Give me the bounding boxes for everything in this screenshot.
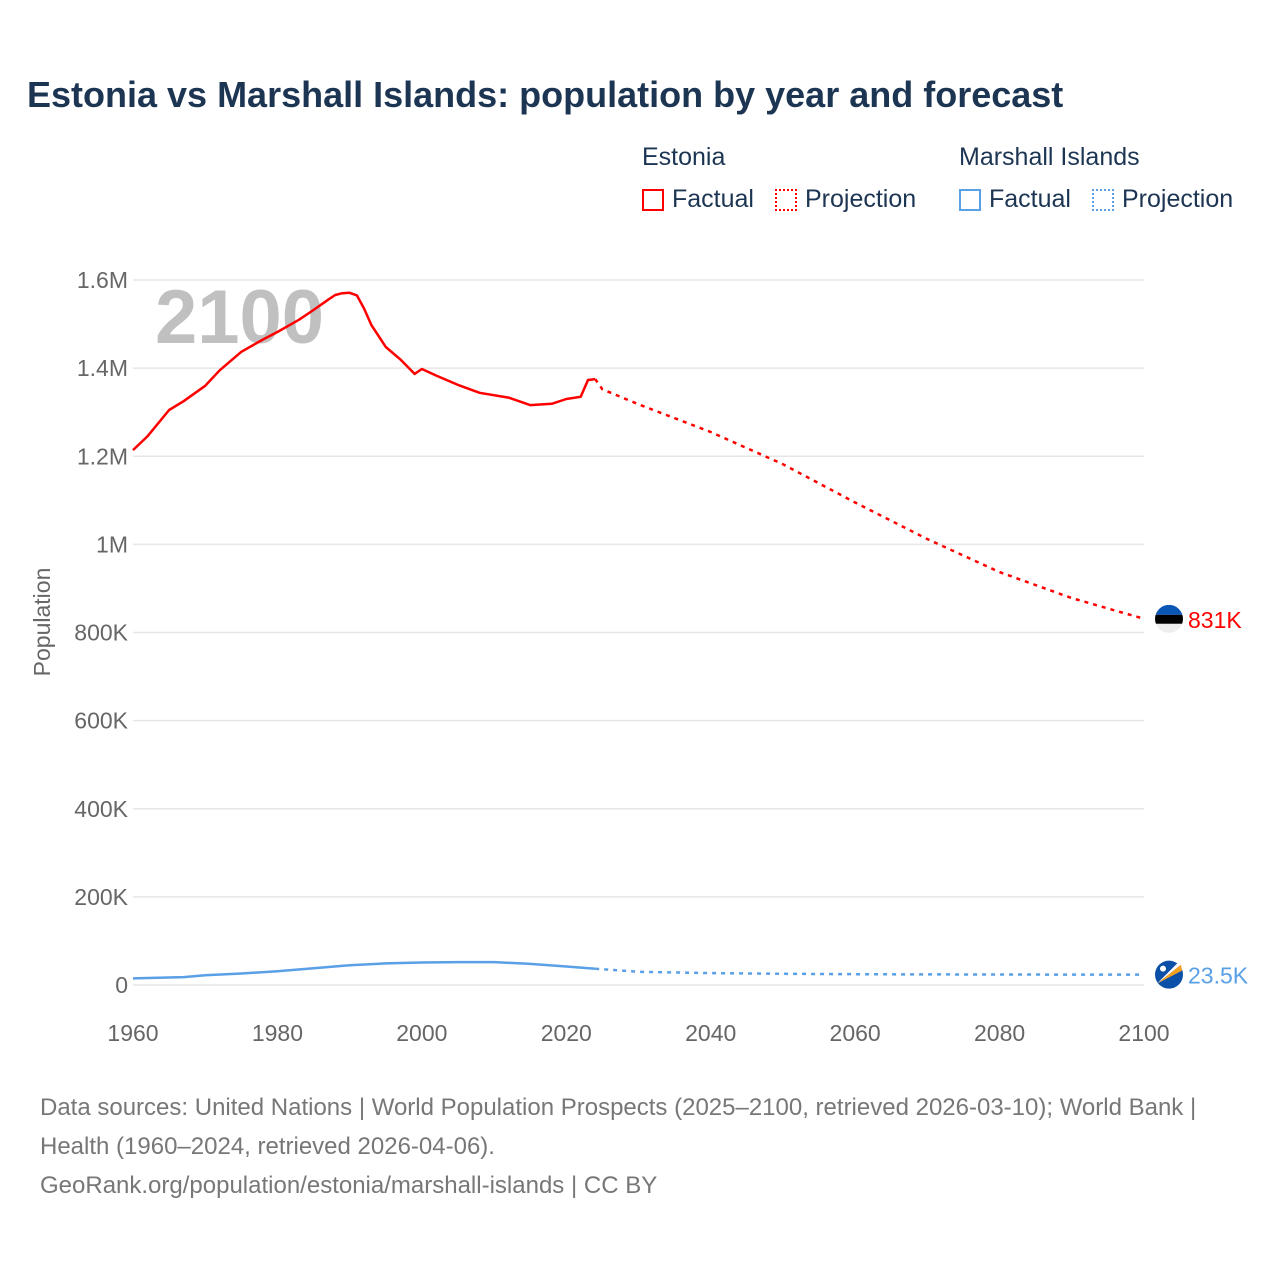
flag-stripe xyxy=(1157,961,1181,984)
end-label-marshall-islands: 23.5K xyxy=(1188,963,1249,989)
line-estonia-factual xyxy=(132,291,596,452)
legend-group-marshall-islands: Marshall Islands xyxy=(959,143,1140,171)
x-tick-label: 2040 xyxy=(685,1020,736,1046)
legend-swatch-solid xyxy=(642,188,664,211)
flag-stripe xyxy=(1155,623,1183,633)
flag-star xyxy=(1160,965,1166,972)
year-watermark: 2100 xyxy=(155,275,324,360)
x-tick-label: 2000 xyxy=(396,1020,447,1046)
x-tick-label: 2060 xyxy=(830,1020,881,1046)
line-estonia-projection xyxy=(594,378,1145,621)
flag-stripe xyxy=(1155,614,1183,624)
y-tick-label: 1.4M xyxy=(77,355,128,381)
y-tick-label: 200K xyxy=(74,884,128,910)
line-marshall-islands-projection xyxy=(595,967,1144,976)
legend-swatch-dotted xyxy=(775,188,797,211)
y-tick-label: 600K xyxy=(74,708,128,734)
x-tick-label: 2020 xyxy=(541,1020,592,1046)
y-tick-label: 0 xyxy=(115,972,128,998)
legend-estonia-factual[interactable]: Factual xyxy=(642,185,754,214)
flag-stripe xyxy=(1157,964,1182,984)
legend-label: Factual xyxy=(989,185,1071,213)
legend-group-estonia: Estonia xyxy=(642,143,726,171)
source-link[interactable]: GeoRank.org/population/estonia/marshall-… xyxy=(40,1172,658,1199)
y-tick-label: 800K xyxy=(74,620,128,646)
y-tick-label: 400K xyxy=(74,796,128,822)
y-tick-label: 1.2M xyxy=(77,443,128,469)
chart-title: Estonia vs Marshall Islands: population … xyxy=(27,74,1064,115)
x-tick-label: 1980 xyxy=(252,1020,303,1046)
legend-swatch-dotted xyxy=(1092,188,1114,211)
flag-stripe xyxy=(1155,604,1183,615)
x-tick-label: 1960 xyxy=(107,1020,158,1046)
data-sources: Data sources: United Nations | World Pop… xyxy=(40,1094,1197,1160)
legend-swatch-solid xyxy=(959,188,981,211)
legend-marshall-projection[interactable]: Projection xyxy=(1092,185,1233,214)
legend-estonia-projection[interactable]: Projection xyxy=(775,185,916,214)
legend-marshall-factual[interactable]: Factual xyxy=(959,185,1071,214)
x-tick-label: 2080 xyxy=(974,1020,1025,1046)
legend-label: Projection xyxy=(805,185,917,213)
x-tick-label: 2100 xyxy=(1118,1020,1169,1046)
legend-label: Factual xyxy=(672,185,754,213)
line-marshall-islands-factual xyxy=(132,960,596,980)
footer: Data sources: United Nations | World Pop… xyxy=(40,1088,1240,1205)
y-tick-label: 1M xyxy=(96,531,128,557)
legend-label: Projection xyxy=(1122,185,1234,213)
y-axis-label: Population xyxy=(29,568,55,677)
end-label-estonia: 831K xyxy=(1188,607,1242,633)
y-tick-label: 1.6M xyxy=(77,267,128,293)
